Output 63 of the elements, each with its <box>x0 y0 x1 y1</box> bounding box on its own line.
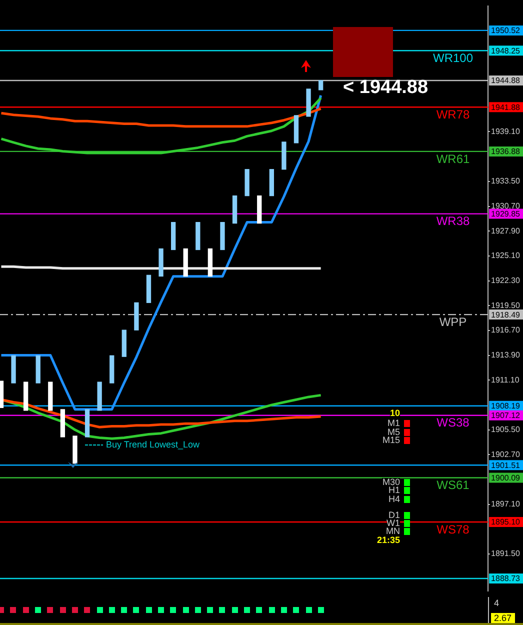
text: 2.67 <box>491 613 515 623</box>
ref-line-label: 1901.51 <box>491 460 521 470</box>
candlestick <box>48 382 53 411</box>
annotation: WS38 <box>436 416 470 430</box>
text: M5 <box>387 427 400 437</box>
ref-line-label: 1936.88 <box>491 147 521 156</box>
candlestick <box>183 248 188 277</box>
ref-line-label: 1907.12 <box>491 411 521 420</box>
annotation: WR100 <box>432 50 474 65</box>
text: 21:35 <box>376 535 400 545</box>
y-tick-label: 1897.10 <box>491 499 520 508</box>
candlestick <box>97 382 102 411</box>
y-tick-label: 1927.90 <box>491 226 520 236</box>
y-tick-label: 1930.70 <box>491 201 520 210</box>
text: MN <box>386 526 400 536</box>
ref-line-label: 1895.10 <box>491 518 521 527</box>
ref-line-label: 1929.85 <box>491 210 521 218</box>
text: D1 <box>388 510 400 520</box>
text: M15 <box>382 435 400 445</box>
text: < 1944.88 <box>343 77 428 98</box>
candlestick <box>158 248 164 277</box>
candlestick <box>220 222 225 250</box>
candlestick <box>257 195 262 224</box>
candlestick <box>0 380 4 408</box>
y-tick-label: 1933.50 <box>491 176 520 186</box>
text: 10 <box>390 408 400 418</box>
candlestick <box>208 248 213 277</box>
text: W1 <box>386 518 400 528</box>
ref-line-label: 1944.88 <box>491 76 521 86</box>
y-tick-label: 1911.10 <box>491 375 520 384</box>
annotation: WR61 <box>436 152 470 166</box>
y-tick-label: 1913.90 <box>491 350 520 360</box>
y-tick-label: 1925.10 <box>491 251 520 260</box>
text: 4 <box>493 598 500 608</box>
text: M30 <box>382 477 400 487</box>
annotation: WS78 <box>436 522 470 536</box>
annotation: WR78 <box>436 107 470 122</box>
ref-line-label: 1918.49 <box>491 310 521 320</box>
ref-line-label: 1941.88 <box>491 102 521 112</box>
candlestick <box>232 195 238 224</box>
ref-line-label: 1950.52 <box>491 26 521 36</box>
text: H4 <box>388 494 400 504</box>
y-tick-label: 1916.70 <box>491 326 520 335</box>
y-tick-label: 1905.50 <box>491 424 520 434</box>
y-tick-label: 1891.50 <box>491 549 520 558</box>
candlestick <box>196 222 200 250</box>
annotation: WS61 <box>436 478 470 492</box>
annotation: WR38 <box>436 214 470 228</box>
y-tick-label: 1902.70 <box>491 450 520 459</box>
candlestick <box>170 222 176 250</box>
y-tick-label: 1919.50 <box>491 300 520 310</box>
y-tick-label: 1939.10 <box>491 126 520 136</box>
annotation: WPP <box>439 314 467 329</box>
candlestick <box>306 88 311 117</box>
annotation: Buy Trend Lowest_Low <box>106 439 200 450</box>
ref-line-label: 1908.19 <box>491 402 521 411</box>
ref-line-label: 1888.73 <box>491 574 521 584</box>
candlestick <box>23 382 28 411</box>
text: H1 <box>388 485 400 495</box>
y-tick-label: 1922.30 <box>491 276 520 285</box>
text: M1 <box>387 418 400 428</box>
ref-line-label: 1900.09 <box>491 473 521 482</box>
ref-line-label: 1948.25 <box>491 46 521 56</box>
